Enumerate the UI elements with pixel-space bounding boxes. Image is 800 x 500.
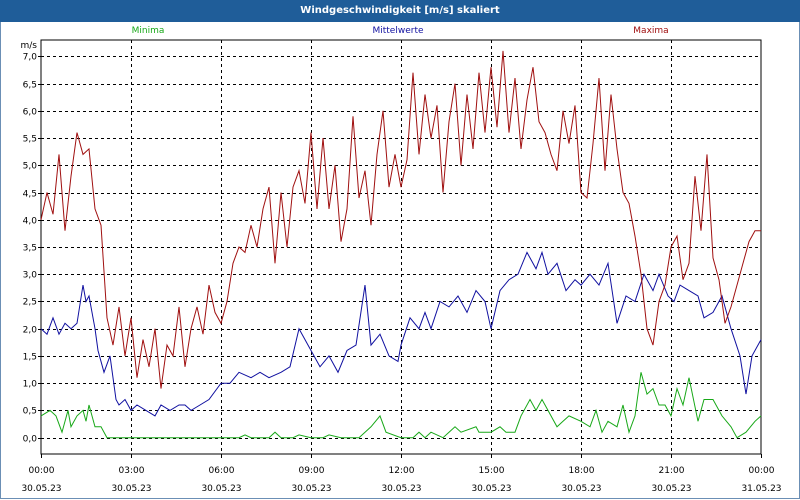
x-tick-time: 18:00: [569, 466, 595, 476]
series-line-maxima: [40, 50, 761, 389]
x-tick-time: 00:00: [29, 466, 55, 476]
y-tick-label: 5,5: [23, 135, 37, 145]
y-tick-label: 7,0: [23, 53, 38, 63]
x-tick-date: 30.05.23: [561, 484, 601, 494]
x-tick-date: 30.05.23: [111, 484, 151, 494]
line-chart: 0,0 0,5 1,0 1,5 2,0 2,5 3,0 3,5 4,0 4,5 5,0 5,5 6,0 6…: [21, 26, 782, 494]
x-tick-date: 30.05.23: [471, 484, 511, 494]
x-tick-date: 31.05.23: [741, 484, 781, 494]
y-tick-label: 2,0: [23, 326, 38, 336]
series-line-minima: [40, 372, 762, 439]
y-tick-label: 1,5: [23, 353, 37, 363]
legend: Minima Mittelwerte Maxima: [132, 26, 669, 36]
y-axis-label: m/s: [21, 41, 38, 51]
y-tick-label: 4,0: [23, 217, 38, 227]
y-tick-label: 6,5: [23, 81, 37, 91]
y-tick-label: 1,0: [23, 380, 38, 390]
x-tick-date: 30.05.23: [291, 484, 331, 494]
y-tick-label: 0,0: [23, 435, 38, 445]
legend-mittelwerte: Mittelwerte: [372, 26, 423, 36]
y-tick-label: 6,0: [23, 108, 38, 118]
y-tick-label: 4,5: [23, 190, 37, 200]
x-tick-time: 09:00: [299, 466, 325, 476]
x-tick-date: 30.05.23: [21, 484, 61, 494]
x-tick-date: 30.05.23: [201, 484, 241, 494]
series-line-mittelwerte: [40, 250, 762, 417]
series-lines: [40, 50, 762, 439]
x-tick-time: 03:00: [119, 466, 145, 476]
x-tick-date: 30.05.23: [651, 484, 691, 494]
x-tick-time: 06:00: [209, 466, 235, 476]
chart-frame: 0,0 0,5 1,0 1,5 2,0 2,5 3,0 3,5 4,0 4,5 5,0 5,5 6,0 6…: [0, 22, 800, 499]
x-tick-time: 12:00: [389, 466, 415, 476]
y-tick-label: 0,5: [23, 407, 37, 417]
legend-minima: Minima: [132, 26, 165, 36]
x-tick-time: 00:00: [749, 466, 775, 476]
y-tick-label: 3,5: [23, 244, 37, 254]
grid: [41, 40, 761, 454]
legend-maxima: Maxima: [633, 26, 668, 36]
x-tick-time: 15:00: [479, 466, 505, 476]
y-tick-label: 5,0: [23, 162, 38, 172]
y-tick-label: 2,5: [23, 298, 37, 308]
axes: 0,0 0,5 1,0 1,5 2,0 2,5 3,0 3,5 4,0 4,5 5,0 5,5 6,0 6…: [21, 39, 782, 494]
y-tick-label: 3,0: [23, 271, 38, 281]
chart-title: Windgeschwindigkeit [m/s] skaliert: [0, 0, 800, 22]
x-tick-time: 21:00: [659, 466, 685, 476]
x-tick-date: 30.05.23: [381, 484, 421, 494]
